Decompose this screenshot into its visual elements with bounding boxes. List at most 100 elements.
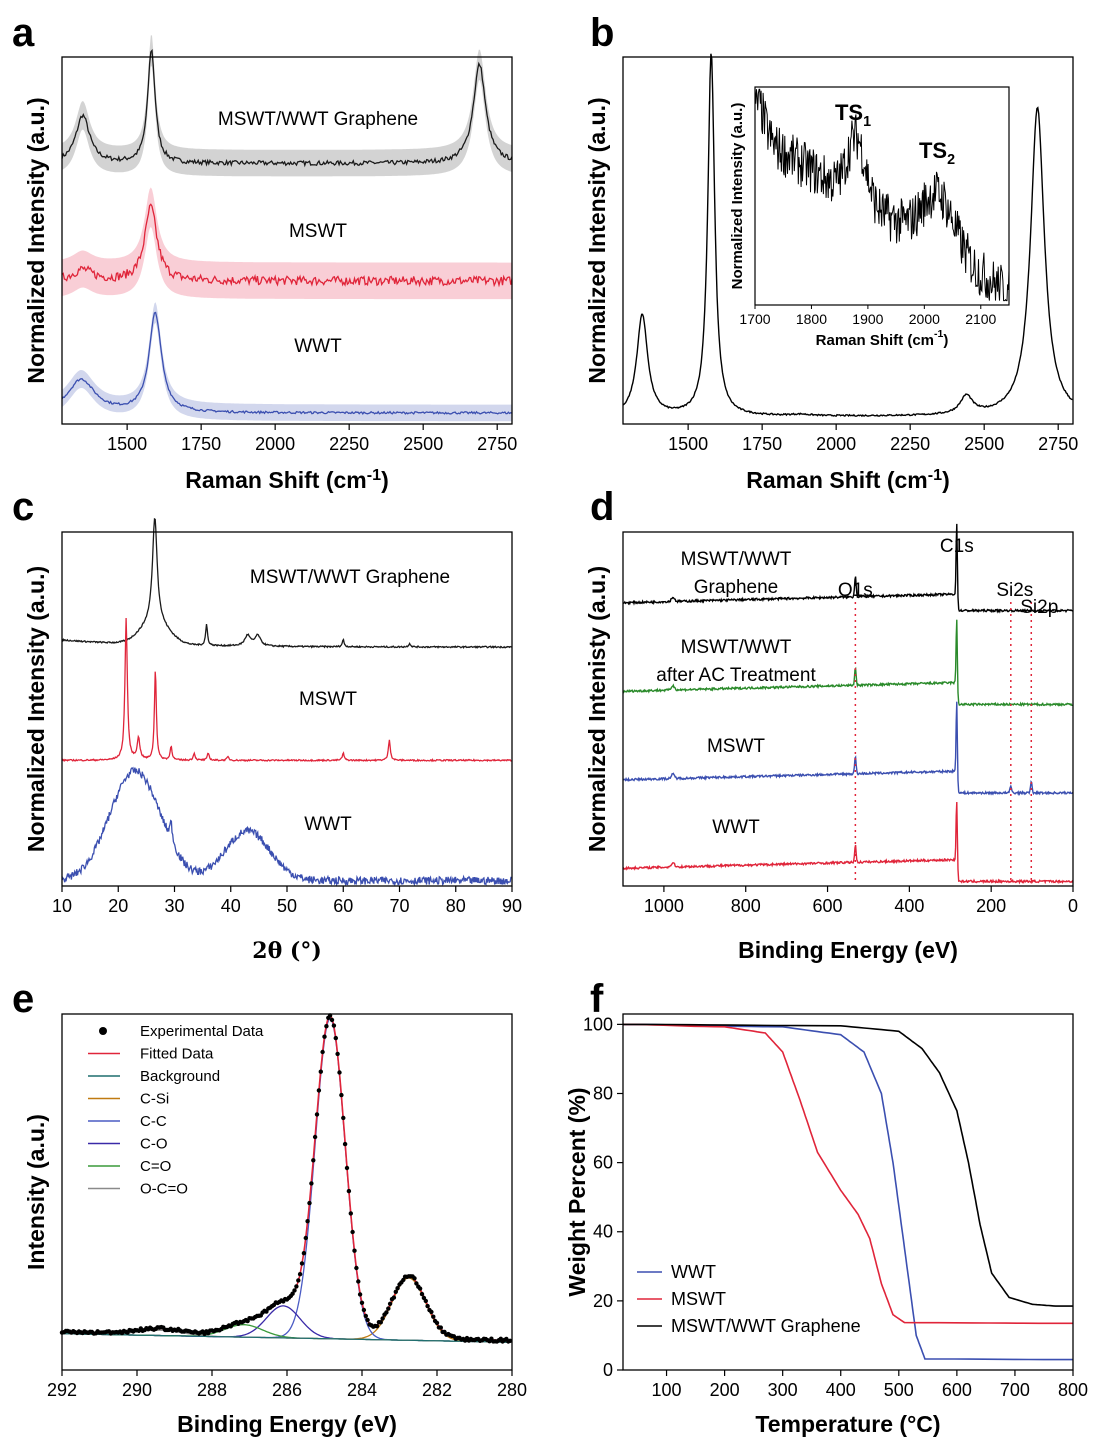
panel-b: 1500 1750 2000 2250 2500 2750 Raman Shift (cm-… (584, 53, 1078, 493)
series-line (623, 1023, 1073, 1325)
series-line (61, 48, 513, 168)
x-tick-label: 2500 (403, 434, 443, 454)
panel-e: 292 290 288 286 284 282 280 Experimental Data Fi… (23, 1013, 527, 1437)
series-annotation: MSWT (289, 221, 347, 242)
plot-frame (622, 56, 1074, 425)
plot-frame (622, 531, 1074, 887)
experimental-point (299, 1261, 305, 1266)
x-tick-label: 400 (894, 896, 924, 916)
experimental-point (303, 1235, 308, 1241)
legend-label: Fitted Data (140, 1046, 214, 1063)
series-annotation: MSWT (299, 689, 357, 710)
y-axis-label: Normalized Intensity (a.u.) (584, 97, 610, 383)
experimental-point (395, 1286, 400, 1291)
experimental-point (341, 1115, 346, 1121)
experimental-point (297, 1272, 303, 1277)
experimental-point (344, 1165, 350, 1171)
x-tick-label: 1500 (668, 434, 708, 454)
x-tick-label: 1500 (107, 434, 147, 454)
peak-marker-label: C1s (940, 536, 974, 557)
inset-tick-label: 2100 (965, 311, 996, 327)
y-axis-label: Normalized Intenisty (a.u.) (584, 566, 610, 852)
inset-x-label: Raman Shift (cm-1) (816, 328, 949, 349)
x-tick-label: 288 (197, 1380, 227, 1400)
experimental-point (331, 1023, 337, 1028)
inset-frame (754, 86, 1010, 306)
x-tick-label: 800 (731, 896, 761, 916)
experimental-point (378, 1320, 383, 1325)
y-tick-label: 60 (593, 1153, 613, 1173)
series-annotation: WWT (294, 336, 342, 357)
x-tick-label: 80 (446, 896, 466, 916)
experimental-point (292, 1288, 297, 1293)
legend-label: C-C (140, 1113, 167, 1130)
experimental-point (354, 1265, 359, 1271)
y-axis-label: Intensity (a.u.) (23, 1114, 49, 1270)
experimental-point (290, 1291, 295, 1296)
panel-f: 100 200 300 400 500 600 700 800 0 20 40 60 80 100 WWT M… (564, 1013, 1088, 1437)
series-annotation: Graphene (694, 577, 779, 598)
experimental-point (316, 1088, 322, 1093)
experimental-point (386, 1306, 391, 1311)
y-axis-label: Weight Percent (%) (564, 1087, 590, 1296)
inset-peak-label: TS2 (919, 138, 955, 168)
series-line (61, 766, 512, 887)
y-axis-label: Normalized Intensity (a.u.) (23, 97, 49, 383)
legend-label: WWT (671, 1262, 716, 1282)
experimental-point (352, 1248, 357, 1253)
panel-c: 10 20 30 40 50 60 70 80 90 MSWT/WWT Graphene MSWT W… (23, 517, 522, 964)
fitted-line (62, 1015, 513, 1342)
y-axis-label: Normalized Intensity (a.u.) (23, 566, 49, 852)
x-tick-label: 300 (768, 1380, 798, 1400)
experimental-point (335, 1051, 340, 1057)
x-tick-label: 400 (826, 1380, 856, 1400)
series-line (623, 1023, 1073, 1307)
experimental-point (429, 1309, 434, 1315)
x-tick-label: 2250 (890, 434, 930, 454)
panel-a: 1500 1750 2000 2250 2500 2750 MSWT/WWT Graphen… (23, 35, 517, 493)
plot-frame (622, 1013, 1074, 1371)
x-axis-label: Temperature (°C) (755, 1411, 940, 1437)
experimental-point (311, 1158, 316, 1163)
legend-label: O-C=O (140, 1181, 188, 1198)
inset-tick-label: 2000 (909, 311, 940, 327)
y-tick-label: 100 (583, 1014, 613, 1034)
x-tick-label: 286 (272, 1380, 302, 1400)
x-axis-label: 2θ (°) (252, 938, 321, 964)
experimental-point (356, 1279, 361, 1284)
experimental-point (307, 1200, 312, 1206)
inset-peak-label: TS1 (835, 100, 871, 130)
series-annotation: MSWT/WWT Graphene (250, 567, 450, 588)
experimental-point (380, 1316, 385, 1321)
experimental-point (365, 1317, 370, 1323)
experimental-point (434, 1320, 440, 1326)
experimental-point (391, 1295, 397, 1300)
background-line (61, 1333, 509, 1343)
x-tick-label: 200 (976, 896, 1006, 916)
x-tick-label: 20 (108, 896, 128, 916)
x-axis-label: Raman Shift (cm-1) (746, 466, 949, 493)
x-tick-label: 90 (502, 896, 522, 916)
legend-label: MSWT (671, 1289, 726, 1309)
x-tick-label: 50 (277, 896, 297, 916)
x-tick-label: 1000 (644, 896, 684, 916)
panel-letter-f: f (590, 977, 604, 1021)
x-tick-label: 282 (422, 1380, 452, 1400)
inset-tick-label: 1800 (796, 311, 827, 327)
experimental-point (333, 1035, 338, 1041)
legend-label: Background (140, 1068, 220, 1085)
x-tick-label: 10 (52, 896, 72, 916)
plot-frame (61, 56, 513, 425)
x-tick-label: 280 (497, 1380, 527, 1400)
series-annotation: WWT (712, 817, 760, 838)
experimental-point (357, 1292, 363, 1297)
series-line (622, 801, 1074, 885)
series-annotation: MSWT/WWT Graphene (218, 109, 418, 130)
experimental-point (412, 1276, 417, 1281)
x-tick-label: 600 (942, 1380, 972, 1400)
legend-label: C-Si (140, 1091, 169, 1108)
x-tick-label: 2500 (964, 434, 1004, 454)
experimental-point (387, 1301, 393, 1307)
x-tick-label: 2750 (477, 434, 517, 454)
